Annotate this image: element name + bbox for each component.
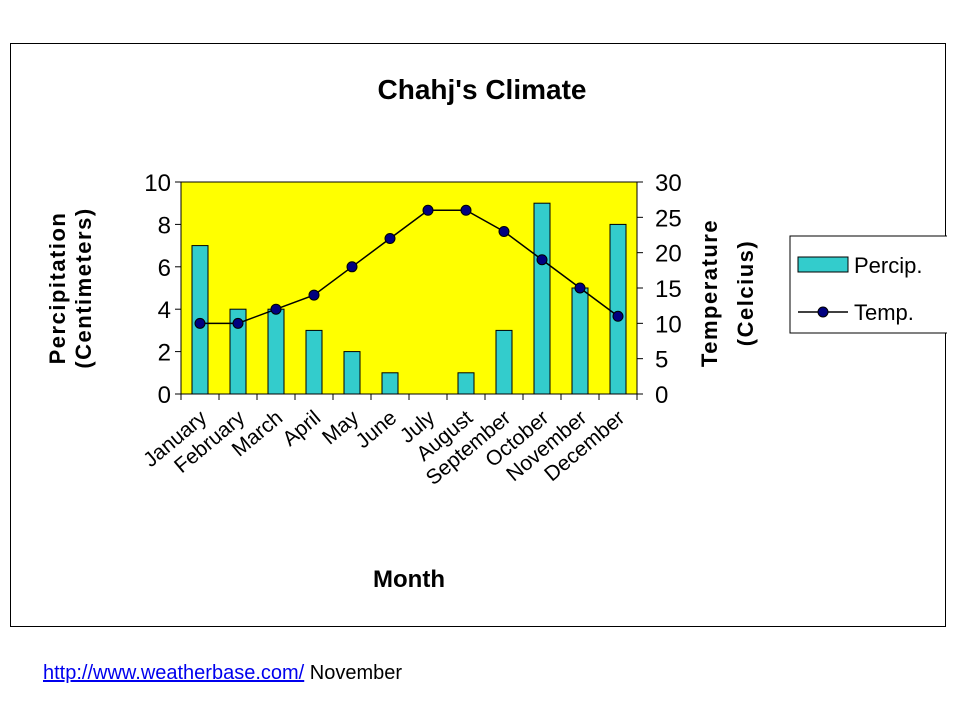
temp-point-november <box>575 283 585 293</box>
y2-tick-label: 10 <box>655 311 682 338</box>
temp-point-june <box>385 234 395 244</box>
temp-point-december <box>613 311 623 321</box>
source-note: November <box>304 662 402 684</box>
bar-december <box>610 224 626 394</box>
y-tick-label: 0 <box>158 382 171 409</box>
legend-marker <box>818 307 828 317</box>
y2-tick-label: 5 <box>655 347 668 374</box>
legend-bar-swatch <box>798 257 848 272</box>
legend-label-temp: Temp. <box>854 300 914 325</box>
legend-label-percip: Percip. <box>854 253 922 278</box>
temp-point-september <box>499 226 509 236</box>
x-tick-label: April <box>278 406 325 451</box>
temp-point-april <box>309 290 319 300</box>
bar-april <box>306 330 322 394</box>
y2-tick-label: 20 <box>655 241 682 268</box>
temp-point-march <box>271 304 281 314</box>
plot-area <box>181 182 637 394</box>
bar-march <box>268 309 284 394</box>
y2-tick-label: 15 <box>655 276 682 303</box>
chart-title: Chahj's Climate <box>378 74 587 105</box>
y-axis-unit-label: (Centimeters) <box>71 207 96 368</box>
bar-june <box>382 373 398 394</box>
bar-september <box>496 330 512 394</box>
y2-axis-label: Temperature <box>697 219 722 367</box>
y2-tick-label: 30 <box>655 170 682 197</box>
bar-november <box>572 288 588 394</box>
y-tick-label: 2 <box>158 340 171 367</box>
source-footer: http://www.weatherbase.com/ November <box>43 662 402 685</box>
bar-october <box>534 203 550 394</box>
temp-point-may <box>347 262 357 272</box>
y2-tick-label: 25 <box>655 205 682 232</box>
legend: Percip. Temp. <box>790 236 947 333</box>
chart-frame: Chahj's Climate 0 2 4 6 8 10 0 5 10 15 20 25 30 Jan… <box>10 43 946 627</box>
temp-point-february <box>233 318 243 328</box>
x-axis-label: Month <box>373 566 445 593</box>
y-tick-label: 4 <box>158 297 171 324</box>
y2-tick-label: 0 <box>655 382 668 409</box>
y2-axis-unit-label: (Celcius) <box>733 240 758 346</box>
temp-point-october <box>537 255 547 265</box>
y-axis-label: Percipitation <box>45 212 70 365</box>
x-tick-label: June <box>352 406 402 453</box>
temp-point-january <box>195 318 205 328</box>
temp-point-august <box>461 205 471 215</box>
temp-point-july <box>423 205 433 215</box>
bar-may <box>344 352 360 394</box>
source-link[interactable]: http://www.weatherbase.com/ <box>43 662 304 684</box>
bar-august <box>458 373 474 394</box>
y-tick-label: 8 <box>158 212 171 239</box>
y-tick-label: 6 <box>158 255 171 282</box>
y-tick-label: 10 <box>144 170 171 197</box>
